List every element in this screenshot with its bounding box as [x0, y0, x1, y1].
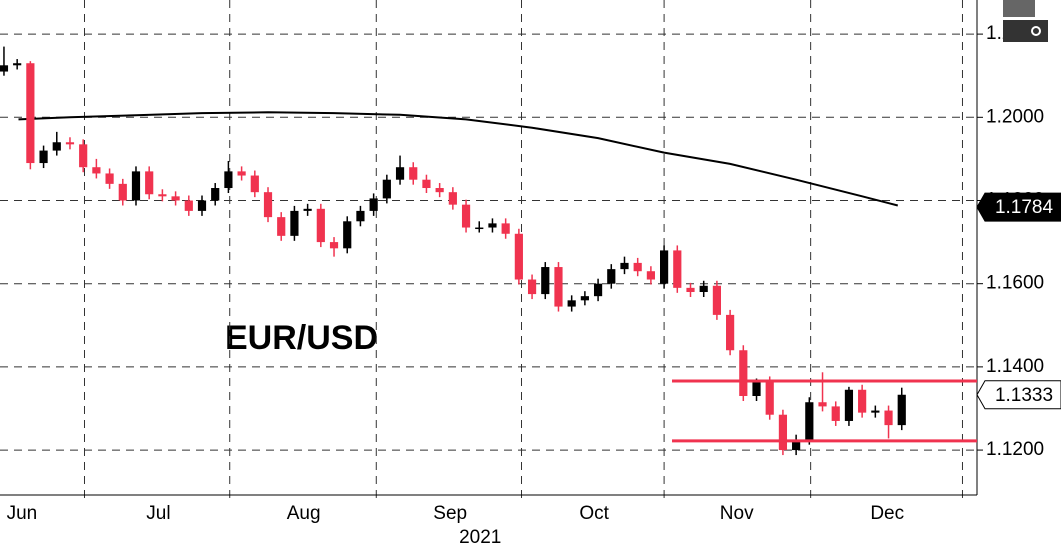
- chart-title: EUR/USD: [225, 319, 378, 357]
- x-tick-label: Oct: [579, 503, 609, 524]
- candle-body: [184, 200, 193, 211]
- x-tick-label: Nov: [720, 503, 754, 524]
- candle-body: [65, 142, 75, 145]
- candle-body: [897, 394, 906, 426]
- candle-body: [726, 314, 735, 351]
- candle-body: [382, 179, 391, 199]
- candle-body: [475, 227, 484, 230]
- candle-body: [39, 150, 48, 164]
- candle-body: [329, 242, 339, 249]
- candle-body: [0, 65, 9, 72]
- price-badge: [976, 380, 1061, 410]
- candle-body: [224, 171, 233, 189]
- candle-body: [884, 410, 893, 426]
- price-badge: [976, 192, 1061, 222]
- candle-body: [633, 262, 642, 272]
- candle-body: [527, 279, 537, 295]
- candle-body: [818, 402, 827, 407]
- candle-body: [316, 208, 325, 243]
- year-label: 2021: [459, 527, 501, 548]
- candle-body: [686, 287, 695, 293]
- candle-body: [422, 179, 431, 189]
- candle-body: [607, 269, 616, 284]
- y-tick-label: 1.1600: [986, 273, 1044, 294]
- moving-average: [18, 111, 899, 207]
- candle-body: [620, 262, 629, 270]
- candle-body: [871, 410, 880, 413]
- candle-body: [765, 381, 774, 415]
- candle-body: [673, 250, 682, 288]
- candle-body: [858, 389, 867, 413]
- candle-body: [660, 250, 669, 284]
- candle-body: [145, 171, 154, 195]
- candle-body: [488, 223, 497, 228]
- candle-body: [778, 414, 788, 451]
- candle-body: [792, 439, 801, 451]
- y-tick-label: 1.1200: [986, 439, 1044, 460]
- candle-body: [593, 283, 603, 297]
- candle-body: [290, 210, 299, 236]
- candle-body: [277, 217, 286, 236]
- candle-body: [211, 188, 220, 201]
- x-tick-label: Aug: [287, 503, 321, 524]
- y-tick-label: 1.1400: [986, 356, 1044, 377]
- x-tick-label: Jul: [146, 503, 170, 524]
- price-badge-label: 1.1333: [995, 385, 1053, 406]
- x-tick-label: Dec: [870, 503, 904, 524]
- candle-body: [831, 406, 840, 421]
- candle-body: [92, 167, 101, 174]
- candle-body: [541, 267, 550, 295]
- candle-body: [158, 194, 167, 197]
- candle-body: [263, 192, 273, 218]
- candle-body: [567, 300, 576, 307]
- candle-body: [752, 381, 761, 396]
- candle-body: [712, 285, 721, 315]
- candle-body: [844, 389, 854, 421]
- candle-body: [395, 167, 405, 180]
- candle-body: [580, 296, 589, 301]
- candle-body: [26, 63, 35, 164]
- candle-body: [79, 144, 88, 168]
- candle-body: [448, 192, 457, 205]
- candle-body: [501, 223, 510, 234]
- candle-body: [699, 285, 708, 293]
- candle-body: [646, 271, 655, 280]
- x-tick-label: Jun: [7, 503, 38, 524]
- candle-body: [739, 350, 748, 396]
- candle-body: [514, 233, 523, 280]
- candle-body: [13, 63, 22, 66]
- candle-body: [369, 198, 378, 211]
- candle-body: [554, 267, 563, 307]
- toolbar-icon: [1003, 0, 1035, 17]
- x-tick-label: Sep: [433, 503, 467, 524]
- candle-body: [105, 173, 114, 184]
- toolbar-icon: [1031, 26, 1041, 36]
- candle-body: [409, 167, 418, 180]
- candle-body: [805, 402, 814, 440]
- candle-body: [52, 142, 61, 151]
- candle-body: [131, 171, 141, 201]
- candle-body: [435, 188, 444, 193]
- candle-body: [171, 196, 180, 201]
- candle-body: [461, 204, 471, 228]
- candle-body: [303, 208, 312, 211]
- candle-body: [237, 171, 246, 176]
- candle-body: [343, 221, 352, 249]
- candle-body: [118, 183, 127, 201]
- price-badge-label: 1.1784: [995, 197, 1054, 218]
- toolbar-icon: [1003, 20, 1048, 42]
- candle-body: [250, 175, 259, 193]
- candle-body: [197, 200, 207, 211]
- candle-body: [356, 210, 365, 222]
- y-tick-label: 1.2000: [986, 106, 1044, 127]
